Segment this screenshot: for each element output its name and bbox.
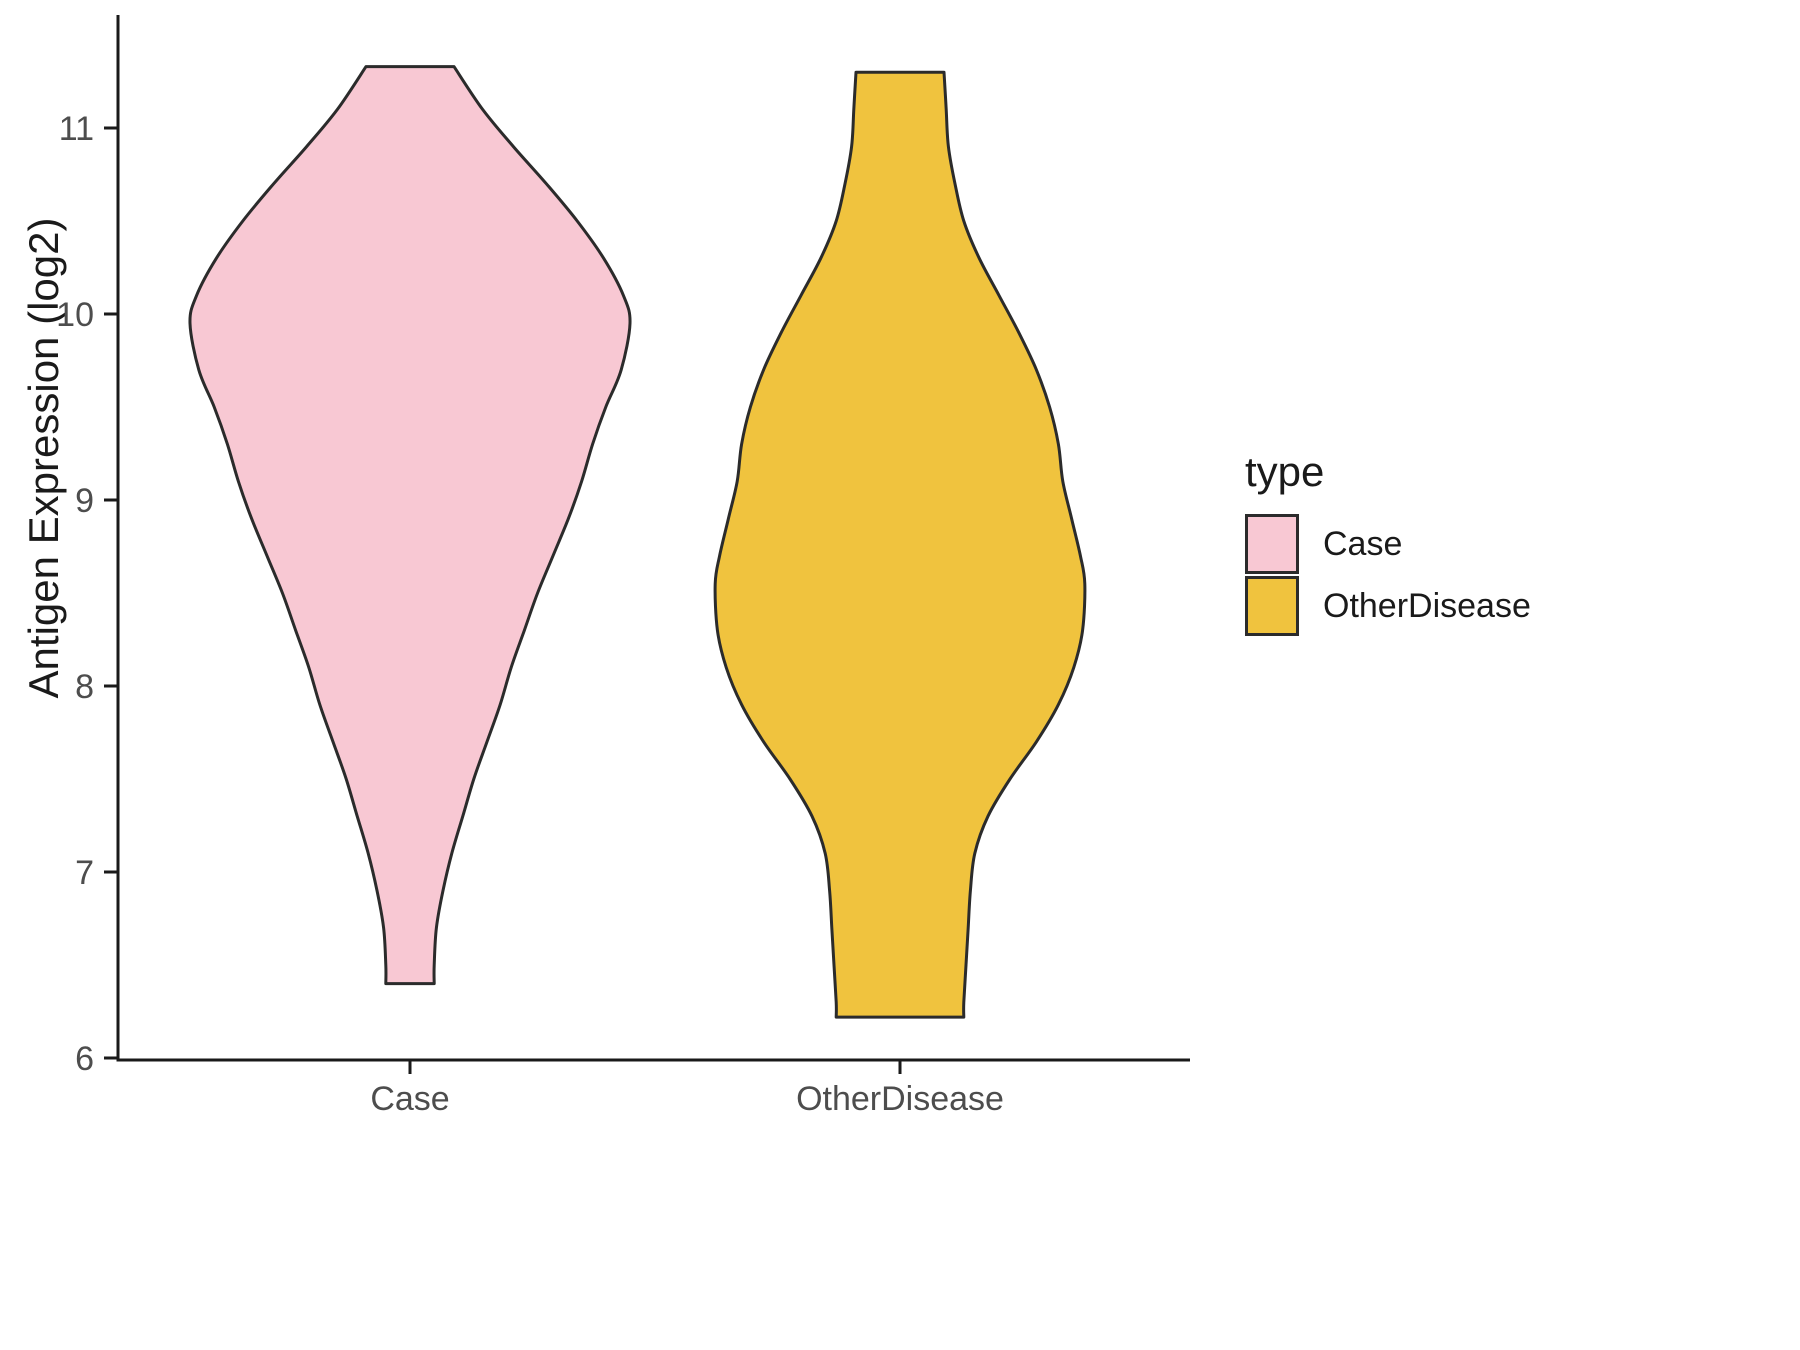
legend-swatch — [1245, 514, 1299, 574]
x-tick-label: OtherDisease — [796, 1080, 1004, 1118]
legend-items: Case OtherDisease — [1245, 514, 1531, 636]
y-tick-label: 11 — [59, 110, 94, 148]
violin-otherdisease — [713, 70, 1087, 1019]
legend-item-case: Case — [1245, 514, 1531, 574]
legend-label: OtherDisease — [1323, 586, 1531, 625]
legend-item-otherdisease: OtherDisease — [1245, 576, 1531, 636]
legend: type Case OtherDisease — [1245, 448, 1531, 638]
y-tick-label: 9 — [75, 482, 94, 520]
y-tick-label: 8 — [75, 668, 94, 706]
y-tick-label: 7 — [75, 854, 94, 892]
y-tick-label: 10 — [56, 296, 94, 334]
y-tick-label: 6 — [75, 1040, 94, 1078]
legend-label: Case — [1323, 524, 1403, 563]
legend-title: type — [1245, 448, 1325, 495]
violin-case — [188, 65, 632, 986]
legend-swatch — [1245, 576, 1299, 636]
x-tick-label: Case — [370, 1080, 449, 1118]
